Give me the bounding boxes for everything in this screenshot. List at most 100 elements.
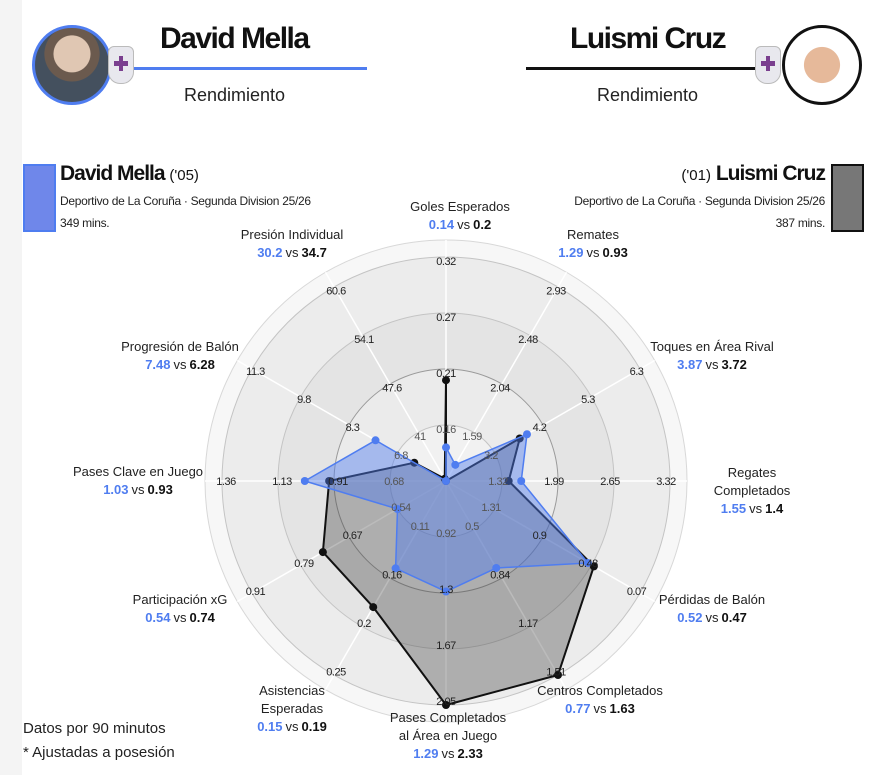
tick-label: 1.3 (439, 584, 453, 596)
value-player-right: 1.4 (765, 501, 784, 516)
player-left-year: ('05) (169, 167, 199, 184)
player-left-team: Deportivo de La Coruña · Segunda Divisio… (60, 194, 311, 208)
footer-note-per90: Datos por 90 minutos (23, 720, 166, 737)
axis-label: Pases Clave en Juego 1.03 vs 0.93 (73, 463, 203, 499)
data-point (371, 436, 380, 445)
axis-label-text: Presión Individual (240, 227, 344, 242)
axis-values: 1.03 vs 0.93 (73, 481, 203, 499)
value-player-right: 0.74 (189, 610, 215, 625)
value-player-left: 30.2 (257, 245, 283, 260)
value-player-right: 0.2 (473, 217, 492, 232)
tick-label: 0.16 (436, 424, 456, 436)
value-player-left: 7.48 (145, 357, 171, 372)
vs-text: vs (586, 245, 600, 260)
player-right-avatar (782, 25, 862, 105)
tick-label: 1.17 (518, 618, 538, 630)
axis-values: 1.55 vs 1.4 (714, 500, 791, 518)
radar-spoke (445, 480, 656, 603)
club-crest-right (755, 46, 781, 84)
tick-label: 0.21 (436, 368, 456, 380)
axis-label-text: Participación xG (132, 592, 228, 607)
value-player-right: 6.28 (189, 357, 215, 372)
axis-label-text: Centros Completados (537, 683, 663, 698)
tick-label: 0.27 (436, 312, 456, 324)
header-right-subtitle: Rendimiento (597, 85, 699, 105)
player-right-year: ('01) (681, 167, 711, 184)
axis-values: 3.87 vs 3.72 (650, 356, 774, 374)
axis-label: Regates Completados 1.55 vs 1.4 (714, 464, 791, 518)
tick-label: 8.3 (346, 422, 360, 434)
axis-values: 0.15 vs 0.19 (257, 718, 327, 736)
value-player-left: 0.54 (145, 610, 171, 625)
player-right-name-text: Luismi Cruz (715, 162, 826, 185)
axis-values: 0.52 vs 0.47 (659, 609, 765, 627)
value-player-right: 1.63 (609, 701, 635, 716)
axis-label-text: al Área en Juego (398, 728, 498, 743)
axis-label-text: Pases Clave en Juego (72, 464, 204, 479)
axis-label: Toques en Área Rival 3.87 vs 3.72 (650, 338, 774, 374)
value-player-right: 0.93 (147, 482, 173, 497)
axis-values: 0.14 vs 0.2 (410, 216, 510, 234)
tick-label: 0.2 (357, 618, 371, 630)
data-point (393, 505, 402, 513)
tick-label: 9.8 (297, 394, 311, 406)
tick-label: 2.65 (600, 476, 620, 488)
tick-label: 2.93 (546, 285, 566, 297)
tick-label: 2.04 (490, 382, 510, 394)
data-point (300, 477, 309, 485)
tick-label: 2.05 (436, 696, 456, 708)
data-point (369, 603, 378, 612)
tick-label: 0.79 (294, 558, 314, 570)
tick-label: 0.16 (382, 570, 402, 582)
tick-label: 0.54 (391, 502, 411, 514)
tick-label: 1.31 (481, 502, 501, 514)
tick-label: 3.32 (656, 476, 676, 488)
header-right-name: Luismi Cruz (570, 22, 727, 55)
axis-label: Pérdidas de Balón 0.52 vs 0.47 (659, 591, 765, 627)
club-crest-left (108, 46, 134, 84)
data-point (442, 376, 450, 385)
vs-text: vs (593, 701, 607, 716)
vs-text: vs (173, 610, 187, 625)
value-player-right: 0.47 (721, 610, 747, 625)
player-left-avatar (32, 25, 112, 105)
tick-label: 0.92 (436, 528, 456, 540)
axis-label: Presión Individual 30.2 vs 34.7 (241, 226, 344, 262)
data-point (442, 701, 450, 709)
axis-label-text: Progresión de Balón (121, 339, 239, 354)
value-player-left: 1.55 (720, 501, 747, 516)
tick-label: 0.68 (384, 476, 404, 488)
axis-values: 1.29 vs 0.93 (558, 244, 628, 262)
axis-label: Remates 1.29 vs 0.93 (558, 226, 628, 262)
axis-label: Asistencias Esperadas 0.15 vs 0.19 (257, 682, 327, 736)
tick-label: 41 (414, 431, 426, 443)
tick-label: 11.3 (246, 366, 265, 378)
data-point (442, 477, 450, 485)
axis-values: 1.29 vs 2.33 (390, 745, 506, 763)
value-player-right: 34.7 (301, 245, 327, 260)
axis-values: 0.77 vs 1.63 (537, 700, 663, 718)
value-player-left: 3.87 (677, 357, 703, 372)
axis-label: Progresión de Balón 7.48 vs 6.28 (121, 338, 239, 374)
axis-label-text: Asistencias (259, 683, 325, 698)
vs-text: vs (705, 610, 719, 625)
tick-label: 0.5 (465, 521, 479, 533)
axis-label: Goles Esperados 0.14 vs 0.2 (410, 198, 510, 234)
tick-label: 47.6 (382, 382, 402, 394)
player-right-name: ('01) Luismi Cruz (681, 162, 826, 186)
axis-values: 0.54 vs 0.74 (133, 609, 228, 627)
player-right-color-swatch (831, 164, 864, 232)
data-point (589, 562, 598, 571)
axis-label: Participación xG 0.54 vs 0.74 (133, 591, 228, 627)
data-point (391, 564, 400, 573)
axis-label-text: Regates (727, 465, 777, 480)
player-left-color-swatch (23, 164, 56, 232)
tick-label: 1.67 (436, 640, 456, 652)
tick-label: 3.2 (484, 450, 498, 462)
player-left-name-text: David Mella (60, 162, 166, 185)
radar-spoke (236, 480, 447, 603)
tick-label: 0.91 (246, 586, 266, 598)
value-player-right: 3.72 (721, 357, 747, 372)
vs-text: vs (749, 501, 763, 516)
tick-label: 0.84 (490, 570, 510, 582)
